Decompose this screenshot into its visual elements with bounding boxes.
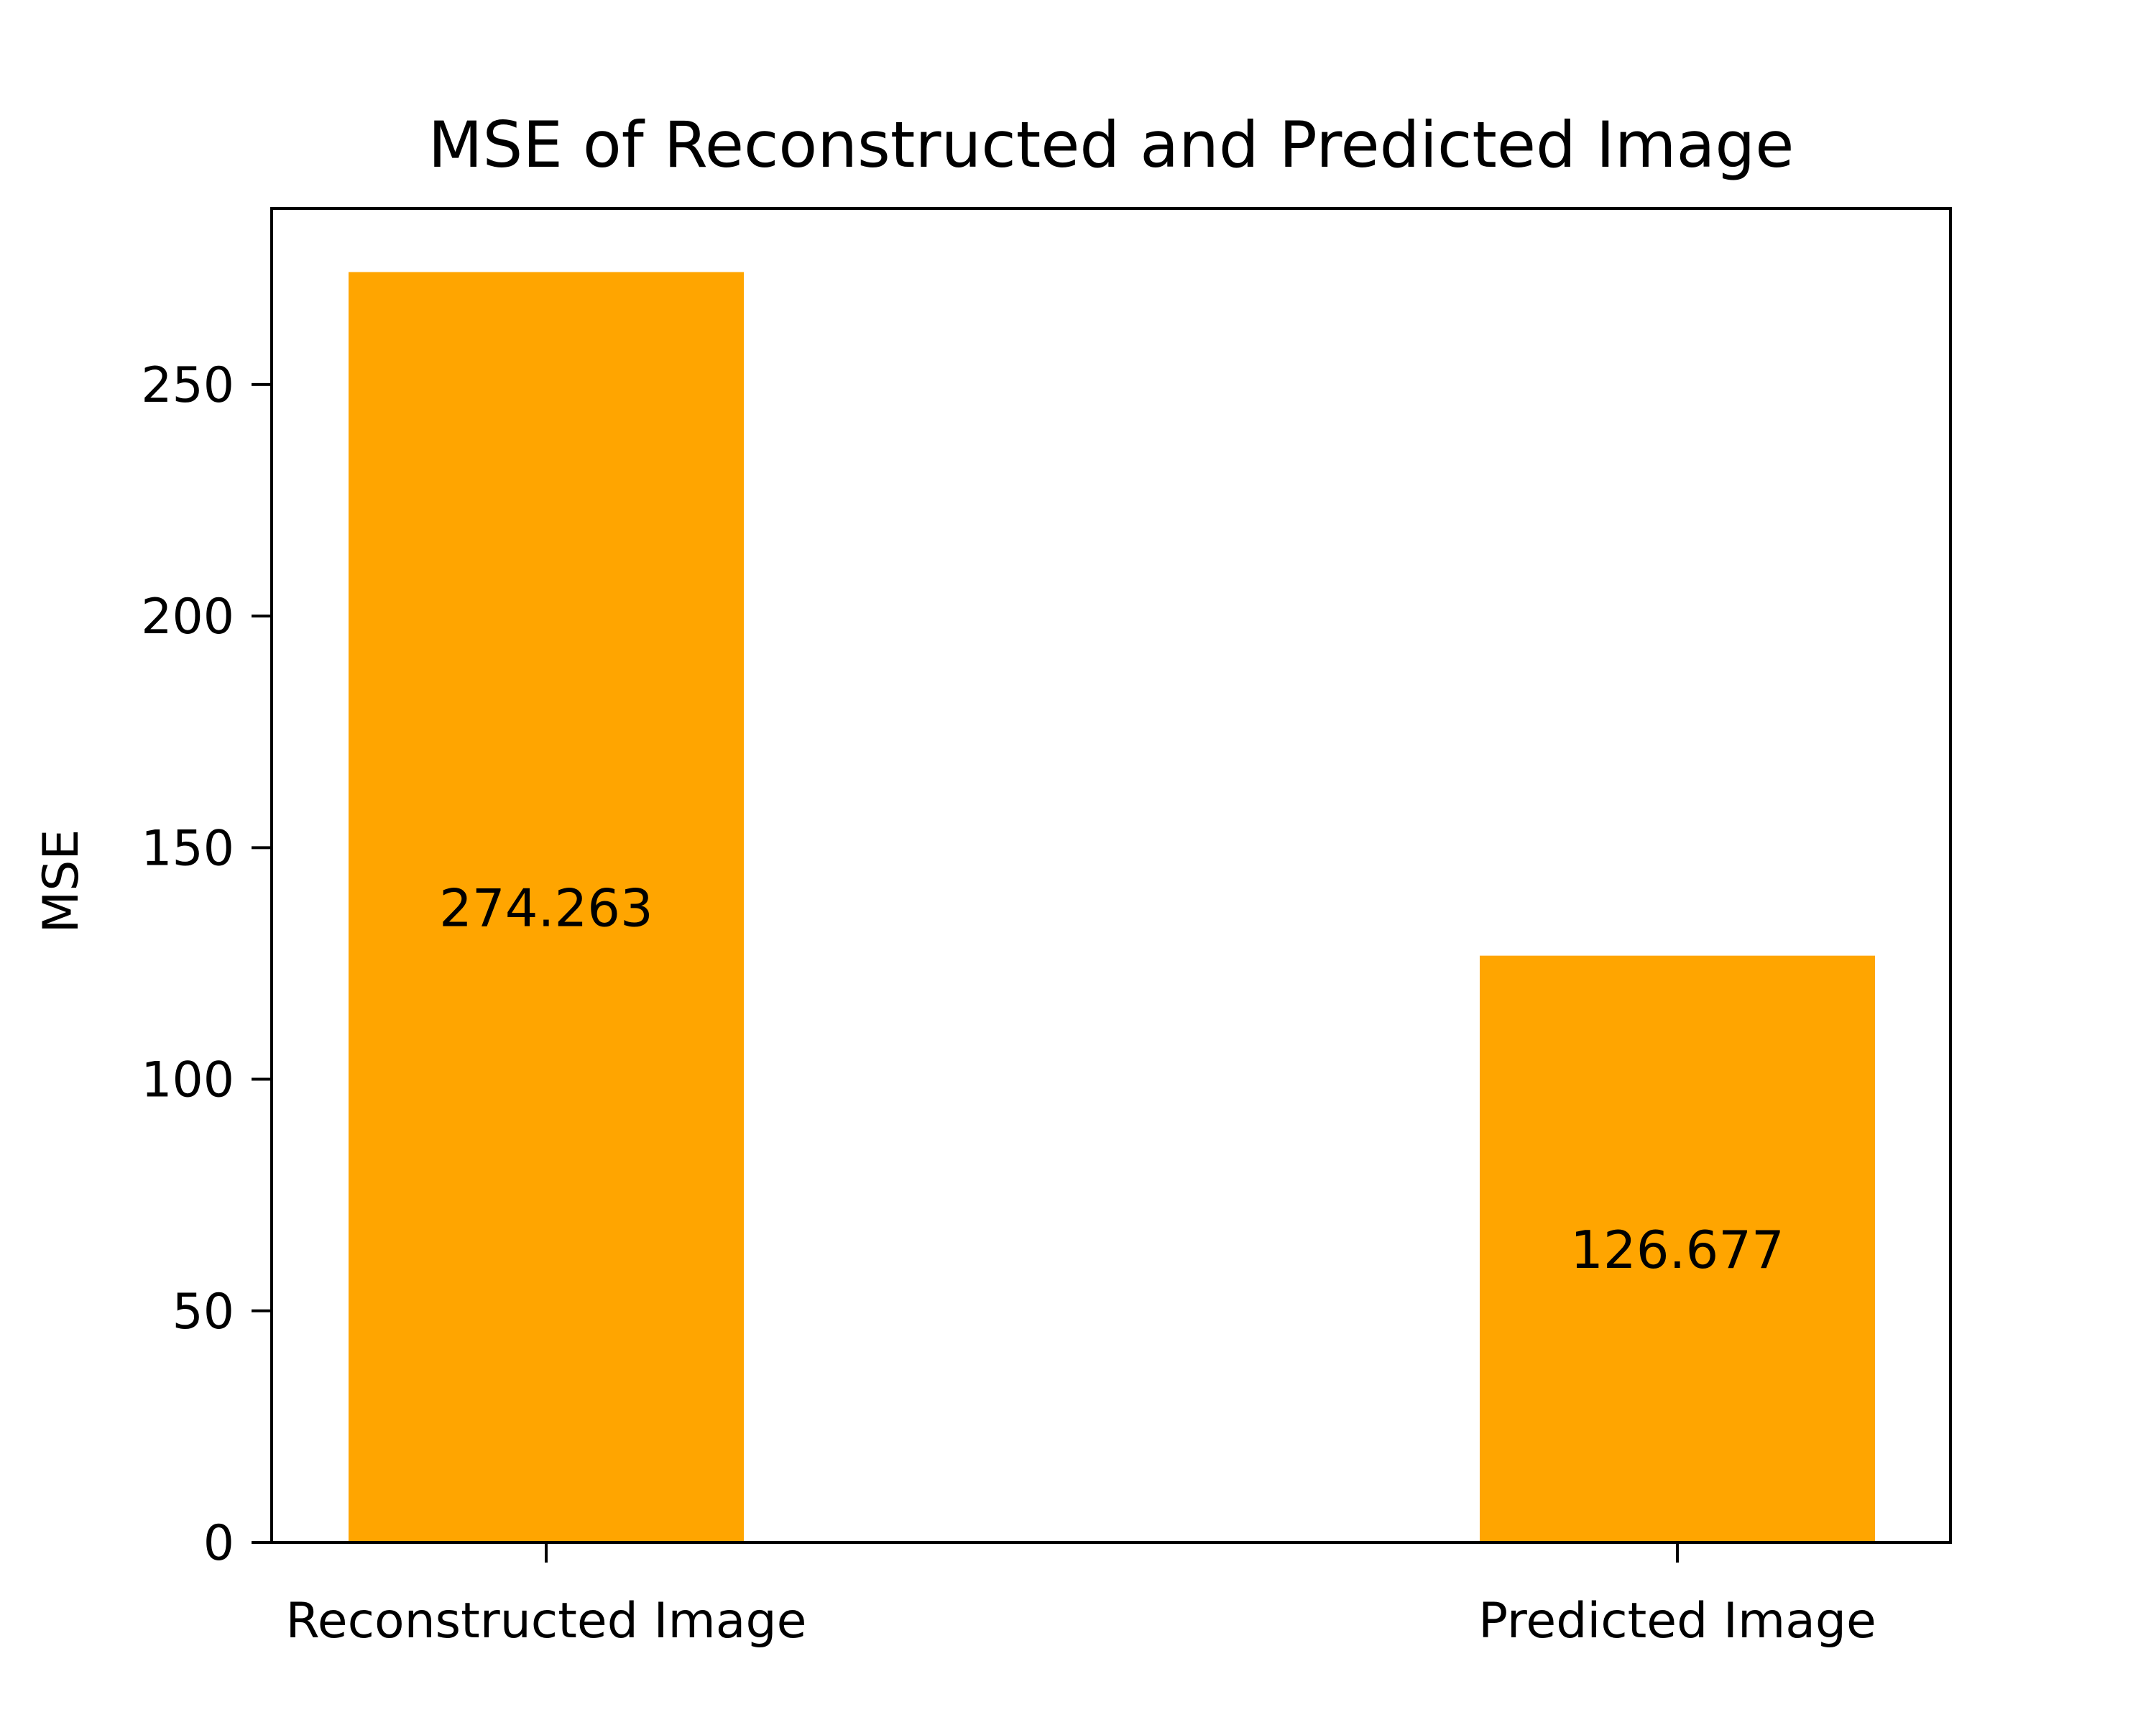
y-tick-label-1: 50: [172, 1284, 234, 1340]
data-label-0: 274.263: [439, 878, 653, 938]
data-labels: 274.263 126.677: [439, 878, 1784, 1280]
x-tick-label-0: Reconstructed Image: [286, 1593, 807, 1650]
y-axis-label: MSE: [33, 829, 90, 934]
chart-title: MSE of Reconstructed and Predicted Image: [428, 108, 1795, 182]
bar-0: [349, 272, 744, 1542]
plot-area-frame: [270, 207, 1952, 1544]
x-axis-ticks: Reconstructed Image Predicted Image: [286, 1542, 1876, 1650]
data-label-1: 126.677: [1570, 1220, 1784, 1280]
y-axis-ticks: 0 50 100 150 200 250: [141, 357, 272, 1572]
y-tick-label-4: 200: [141, 589, 234, 645]
bar-1: [1480, 955, 1875, 1542]
x-tick-label-1: Predicted Image: [1478, 1593, 1876, 1650]
y-tick-label-2: 100: [141, 1052, 234, 1109]
y-tick-label-3: 150: [141, 820, 234, 877]
y-tick-label-5: 250: [141, 357, 234, 414]
y-tick-label-0: 0: [203, 1515, 234, 1572]
bars-layer: [349, 272, 1875, 1542]
